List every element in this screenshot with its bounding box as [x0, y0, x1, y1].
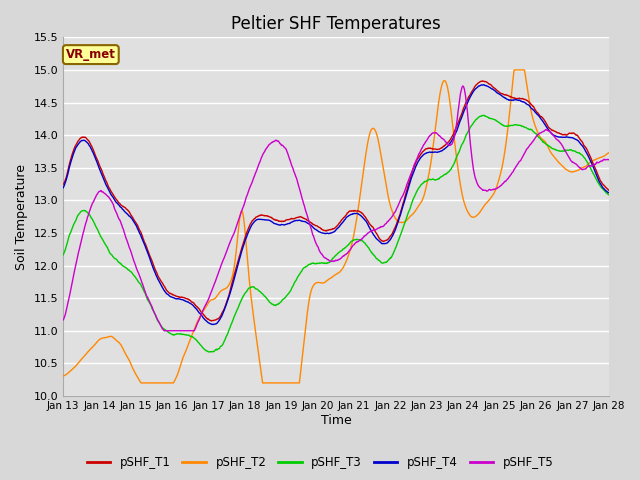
Title: Peltier SHF Temperatures: Peltier SHF Temperatures [231, 15, 441, 33]
Text: VR_met: VR_met [66, 48, 116, 61]
Y-axis label: Soil Temperature: Soil Temperature [15, 164, 28, 270]
X-axis label: Time: Time [321, 414, 351, 427]
Legend: pSHF_T1, pSHF_T2, pSHF_T3, pSHF_T4, pSHF_T5: pSHF_T1, pSHF_T2, pSHF_T3, pSHF_T4, pSHF… [82, 452, 558, 474]
